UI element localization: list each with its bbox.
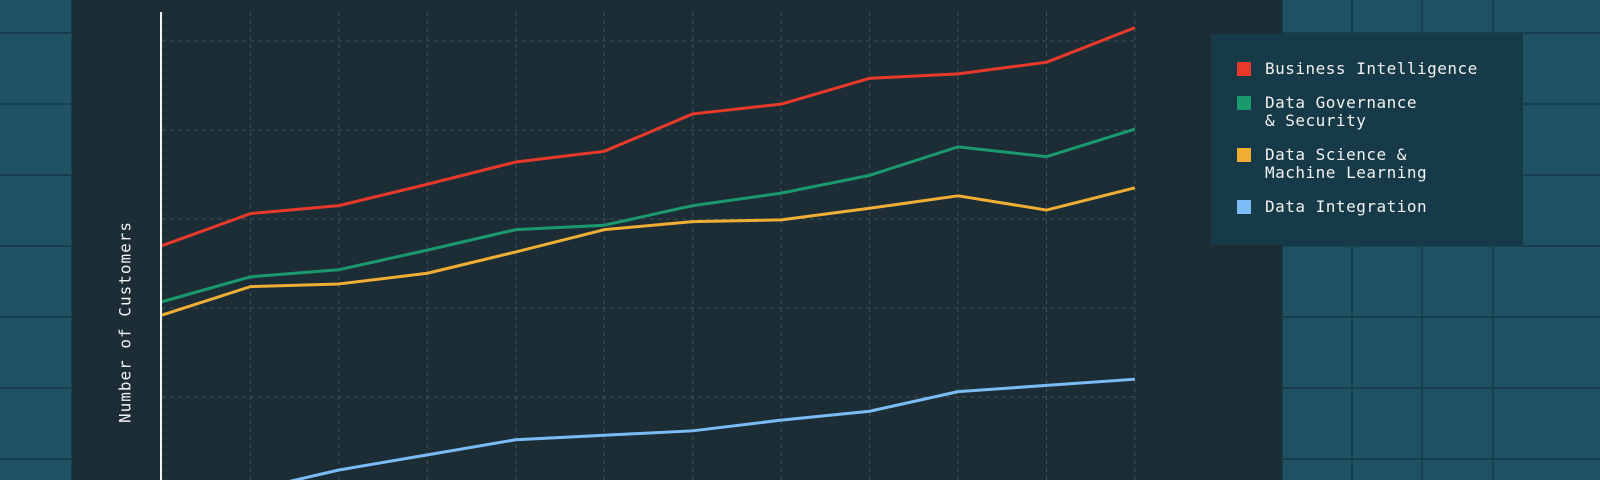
series-line [161,26,1136,248]
legend-entry: Data Integration [1237,198,1523,216]
series-line [161,186,1136,317]
series-line [288,377,1136,480]
legend-label: Business Intelligence [1265,59,1478,78]
legend-label: Data Integration [1265,197,1428,216]
legend-entry: Data Governance & Security [1237,94,1523,130]
plot [161,12,1136,480]
legend-label: Data Governance & Security [1265,93,1417,130]
legend: Business Intelligence Data Governance & S… [1211,34,1523,245]
legend-swatch [1237,148,1251,162]
series-line [161,127,1136,304]
legend-label: Data Science & Machine Learning [1265,145,1428,182]
legend-entry: Business Intelligence [1237,60,1523,78]
legend-swatch [1237,62,1251,76]
chart-panel [72,0,1282,480]
legend-swatch [1237,96,1251,110]
legend-entry: Data Science & Machine Learning [1237,146,1523,182]
y-axis-label: Number of Customers [116,221,135,423]
legend-swatch [1237,200,1251,214]
